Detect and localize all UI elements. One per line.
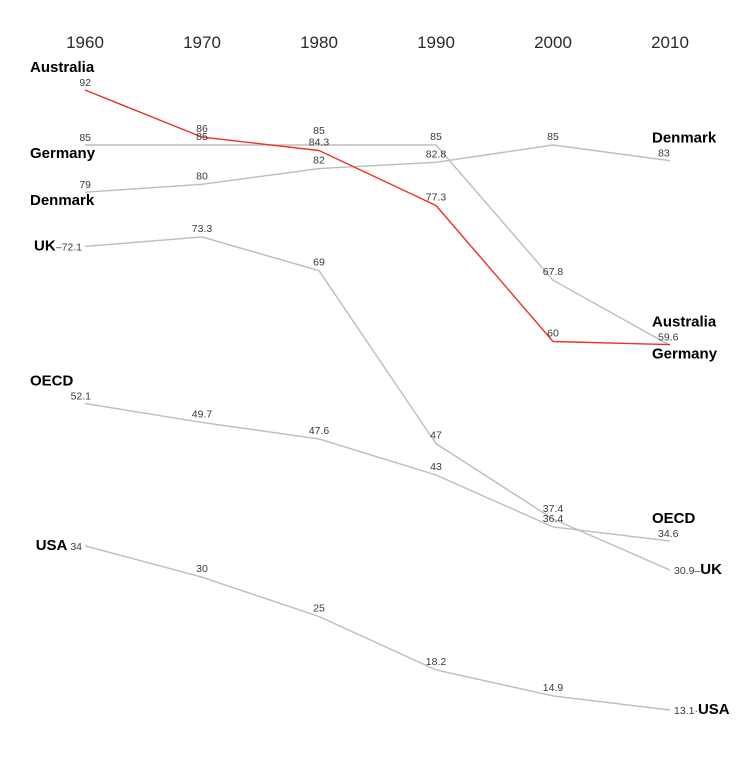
series-line-denmark	[84, 144, 671, 193]
left-series-name-germany: Germany	[30, 145, 96, 162]
x-axis-year-label: 1960	[66, 33, 104, 52]
right-series-name-oecd: OECD	[652, 510, 696, 527]
x-axis-year-label: 1970	[183, 33, 221, 52]
right-series-name-germany: Germany	[652, 345, 718, 362]
left-edge-label-uk: UK–72.1	[34, 237, 82, 254]
uk-point-value-label: 73.3	[192, 223, 213, 235]
left-series-name-oecd: OECD	[30, 373, 74, 390]
left-edge-value-germany: 85	[79, 132, 91, 144]
germany-point-value-label: 85	[196, 131, 208, 143]
right-edge-value-australia: 59.6	[658, 332, 679, 344]
left-edge-value-oecd: 52.1	[71, 391, 92, 403]
uk-point-value-label: 47	[430, 430, 442, 442]
australia-point-value-label: 86	[196, 123, 208, 135]
denmark-point-value-label: 85	[547, 131, 559, 143]
right-series-name-australia: Australia	[652, 314, 717, 331]
right-edge-value-denmark: 83	[658, 148, 670, 160]
right-series-name-denmark: Denmark	[652, 130, 717, 147]
uk-point-value-label: 37.4	[543, 503, 564, 515]
oecd-point-value-label: 36.4	[543, 513, 564, 525]
series-line-germany	[85, 144, 671, 347]
right-edge-label-uk: 30.9–UK	[674, 561, 722, 578]
australia-point-value-label: 60	[547, 328, 559, 340]
x-axis-year-label: 1990	[417, 33, 455, 52]
usa-point-value-label: 30	[196, 563, 208, 575]
denmark-point-value-label: 82.8	[426, 148, 447, 160]
left-edge-label-usa: USA 34	[36, 537, 82, 554]
oecd-point-value-label: 49.7	[192, 408, 213, 420]
denmark-point-value-label: 80	[196, 170, 208, 182]
x-axis-year-label: 2000	[534, 33, 572, 52]
usa-point-value-label: 18.2	[426, 656, 447, 668]
usa-point-value-label: 14.9	[543, 682, 564, 694]
series-line-uk	[84, 236, 671, 571]
right-edge-value-oecd: 34.6	[658, 528, 679, 540]
usa-point-value-label: 25	[313, 603, 325, 615]
oecd-point-value-label: 43	[430, 461, 442, 473]
series-line-usa	[84, 545, 671, 711]
left-edge-value-australia: 92	[79, 77, 91, 89]
series-line-australia	[84, 89, 671, 346]
denmark-point-value-label: 82	[313, 155, 325, 167]
left-edge-value-denmark: 79	[79, 179, 91, 191]
x-axis-year-label: 2010	[651, 33, 689, 52]
germany-point-value-label: 85	[313, 125, 325, 137]
series-line-oecd	[84, 402, 671, 542]
australia-point-value-label: 84.3	[309, 137, 330, 149]
germany-point-value-label: 67.8	[543, 266, 564, 278]
left-series-name-denmark: Denmark	[30, 192, 95, 209]
oecd-point-value-label: 47.6	[309, 425, 330, 437]
right-edge-label-usa: 13.1·USA	[674, 701, 730, 718]
australia-point-value-label: 77.3	[426, 192, 447, 204]
germany-point-value-label: 85	[430, 131, 442, 143]
left-series-name-australia: Australia	[30, 59, 95, 76]
x-axis-year-label: 1980	[300, 33, 338, 52]
uk-point-value-label: 69	[313, 257, 325, 269]
